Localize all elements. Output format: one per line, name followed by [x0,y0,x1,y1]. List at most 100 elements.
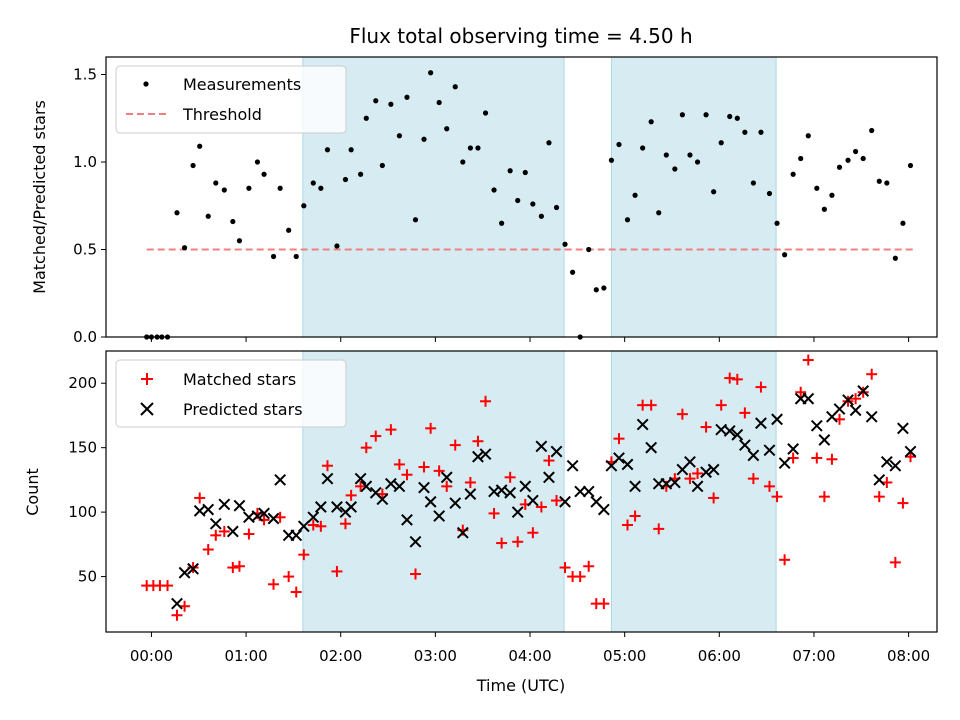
measurement-point [363,115,369,121]
measurement-point [467,145,473,151]
predicted-star-point [550,445,563,458]
matched-star-point [227,562,239,574]
predicted-star-point [267,512,280,525]
top-y-axis-label: Matched/Predicted stars [30,100,49,294]
predicted-star-point [574,485,587,498]
measurement-point [853,148,859,155]
predicted-star-point [700,466,712,479]
measurement-point [694,159,701,165]
measurement-point [348,147,354,153]
measurement-point [388,101,394,107]
matched-star-point [321,460,333,472]
matched-star-point [574,571,586,583]
predicted-star-point [226,525,239,538]
legend-predicted-label: Predicted stars [183,400,303,419]
matched-star-point [283,571,295,583]
matched-star-point [700,421,712,433]
measurement-point [213,180,219,186]
matched-star-point [692,467,704,479]
matched-star-point [409,568,421,580]
predicted-star-point [479,448,492,461]
matched-star-point [850,393,862,405]
measurement-point [293,253,299,260]
matched-star-point [527,527,539,539]
measurement-point [790,171,796,177]
measurement-point [900,220,906,226]
matched-star-point [629,510,641,522]
measurement-point [379,162,385,169]
matched-star-point [194,492,206,504]
measurement-point [608,157,615,163]
bottom-plot-frame [105,350,938,633]
predicted-star-point [495,484,508,497]
predicted-star-point [833,403,846,415]
matched-star-point [551,495,563,507]
predicted-star-point [818,434,831,446]
predicted-star-point [857,385,870,397]
measurement-point [593,287,599,293]
matched-star-point [598,598,610,610]
top-x-ticks [150,337,910,342]
predicted-star-point [297,520,310,533]
predicted-star-point [345,501,358,513]
measurement-point [845,157,851,163]
measurement-point [310,180,316,186]
matched-star-point [889,556,901,568]
matched-star-point [763,480,775,492]
x-tick-label: 01:00 [224,647,267,665]
measurement-point [869,127,875,134]
predicted-star-point [738,439,751,452]
measurement-point [530,201,536,207]
matched-star-point [355,480,367,492]
predicted-star-point [731,428,744,441]
matched-star-point [268,578,280,590]
predicted-star-point [668,476,681,489]
predicted-star-point [290,529,303,542]
matched-star-point [747,473,759,485]
measurement-point [334,243,340,249]
matched-star-point [543,455,555,467]
measurement-point [301,203,307,209]
matched-star-point [425,422,437,434]
x-tick-label: 07:00 [792,647,835,665]
matched-star-point [307,519,319,531]
predicted-star-point [504,486,517,499]
matched-star-point [331,565,343,577]
predicted-star-point [873,473,886,486]
matched-star-point [210,529,222,541]
predicted-star-point [449,497,462,510]
measurement-point [860,155,866,162]
predicted-star-point [178,566,191,579]
measurement-point [718,140,724,146]
matched-star-point [472,435,484,447]
top-y-ticks: 0.0 0.5 1.0 1.5 [73,66,106,346]
measurement-point [342,176,349,183]
measurement-point [499,220,505,226]
predicted-star-point [771,413,783,426]
y-tick-label: 1.0 [73,153,97,171]
matched-star-point [315,520,327,532]
measurement-point [892,255,898,261]
measurement-point [221,187,227,193]
predicted-star-point [209,517,222,530]
measurement-point [538,213,544,219]
matched-star-point [339,518,351,530]
matched-star-point [243,528,255,540]
measurement-point [254,159,261,165]
bottom-legend-box [115,359,347,428]
predicted-star-point [802,392,815,405]
matched-star-point [866,368,878,380]
matched-star-point [622,519,634,531]
matched-star-point [171,609,183,621]
measurement-point [711,189,717,195]
matched-star-point [676,408,688,420]
bottom-x-ticks: 00:00 01:00 02:00 03:00 04:00 05:00 06:00 07:00… [130,632,930,665]
matched-star-point [559,562,571,574]
legend-measurements-marker [143,81,149,87]
matched-star-point [904,451,916,463]
measurement-point [358,171,364,177]
predicted-star-point [865,410,878,423]
matched-star-point [385,424,397,436]
measurement-point [507,168,513,174]
matched-star-point [802,354,814,366]
